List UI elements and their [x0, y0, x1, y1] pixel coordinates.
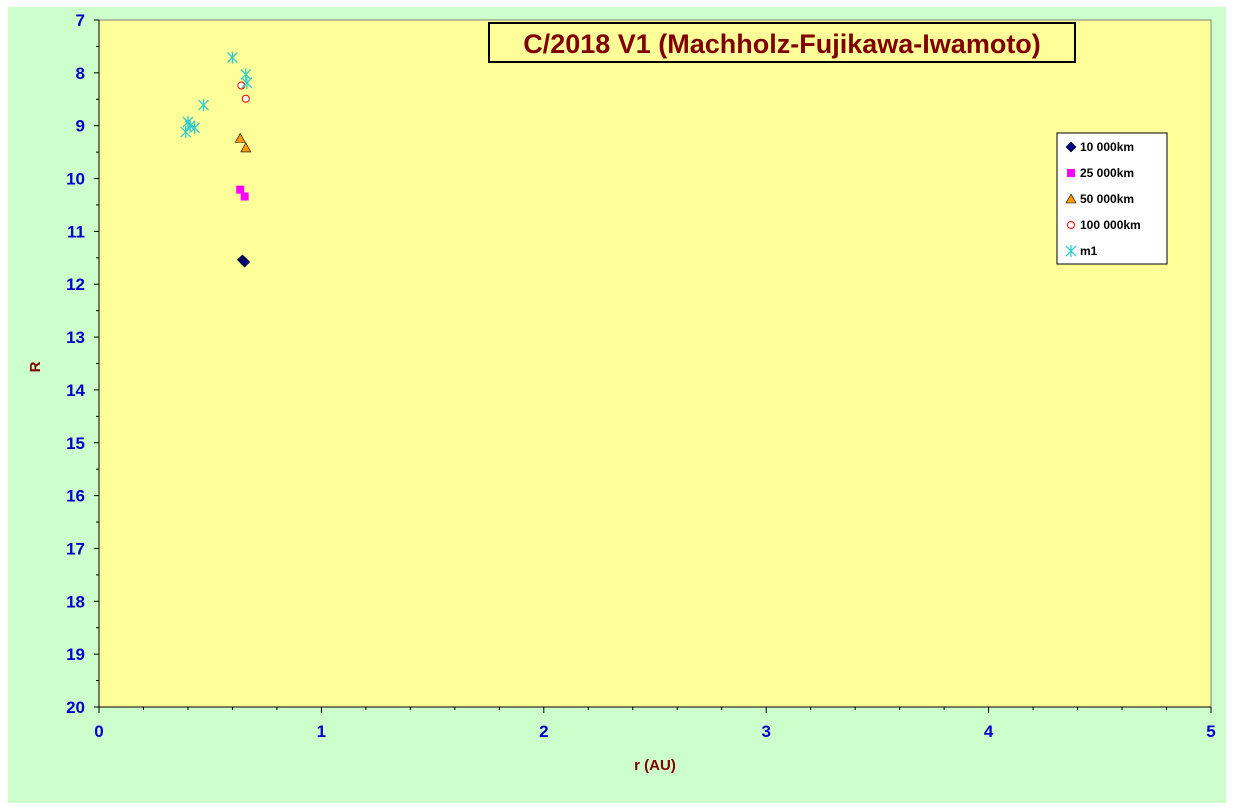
chart-title: C/2018 V1 (Machholz-Fujikawa-Iwamoto) — [523, 29, 1041, 59]
x-tick-label: 1 — [317, 722, 326, 741]
legend-marker — [1067, 221, 1075, 229]
legend-item: 10 000km — [1065, 140, 1134, 154]
y-tick-label: 20 — [66, 698, 85, 717]
y-axis-title: R — [27, 361, 44, 372]
legend-label: 25 000km — [1080, 166, 1134, 180]
legend-marker — [1065, 245, 1077, 257]
y-tick-label: 8 — [76, 64, 85, 83]
y-tick-label: 13 — [66, 328, 85, 347]
y-tick-label: 7 — [76, 11, 85, 30]
legend-marker — [1067, 169, 1075, 177]
x-tick-label: 3 — [761, 722, 770, 741]
data-point — [180, 126, 192, 139]
y-tick-label: 9 — [76, 117, 85, 136]
y-tick-label: 11 — [67, 222, 85, 241]
legend-item: 100 000km — [1067, 218, 1141, 232]
data-point — [189, 121, 201, 134]
x-tick-label: 5 — [1206, 722, 1215, 741]
data-point — [240, 142, 252, 153]
legend: 10 000km 25 000km 50 000km 100 000km m1 — [1056, 132, 1168, 265]
data-point — [239, 256, 251, 268]
data-point — [241, 94, 250, 103]
legend-label: m1 — [1080, 244, 1098, 258]
data-point — [226, 51, 238, 64]
x-tick-label: 0 — [94, 722, 103, 741]
y-tick-label: 19 — [66, 645, 85, 664]
legend-label: 50 000km — [1080, 192, 1134, 206]
data-point — [241, 76, 253, 89]
data-point — [198, 99, 209, 112]
legend-label: 100 000km — [1080, 218, 1141, 232]
y-tick-label: 15 — [66, 434, 85, 453]
x-tick-label: 2 — [539, 722, 548, 741]
y-tick-label: 18 — [66, 592, 85, 611]
legend-marker — [1065, 193, 1077, 204]
y-tick-label: 12 — [66, 275, 85, 294]
data-point — [236, 185, 245, 194]
x-axis: 0 1 2 3 4 5 — [94, 706, 1216, 741]
data-point — [240, 192, 249, 201]
legend-label: 10 000km — [1080, 140, 1134, 154]
data-points — [180, 51, 253, 268]
chart-title-box: C/2018 V1 (Machholz-Fujikawa-Iwamoto) — [488, 22, 1076, 63]
y-tick-label: 10 — [66, 170, 85, 189]
y-tick-label: 16 — [66, 487, 85, 506]
legend-item: 50 000km — [1065, 192, 1134, 206]
legend-item: 25 000km — [1067, 166, 1134, 180]
y-axis: 7 8 9 10 11 12 13 14 15 16 17 18 19 20 — [66, 11, 100, 717]
y-tick-label: 17 — [66, 539, 85, 558]
legend-item: m1 — [1065, 244, 1098, 258]
data-point — [234, 132, 246, 143]
x-axis-title: r (AU) — [634, 757, 676, 774]
legend-marker — [1065, 141, 1077, 153]
y-tick-label: 14 — [66, 381, 85, 400]
plot-area — [98, 19, 1212, 708]
x-tick-label: 4 — [984, 722, 994, 741]
